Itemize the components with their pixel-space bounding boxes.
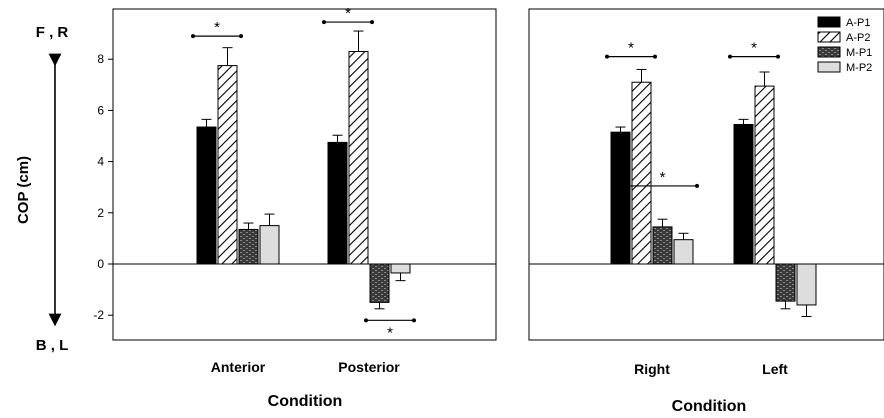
y-tick-label: 6 (97, 103, 104, 117)
significance-star: * (660, 169, 666, 186)
category-label-left: Left (762, 361, 788, 377)
category-label-anterior: Anterior (211, 359, 266, 375)
bracket-end (605, 54, 609, 59)
bar-m-p2-right (673, 239, 694, 265)
y-axis-label: COP (cm) (15, 156, 32, 224)
legend: A-P1 A-P2 M-P1 M-P2 (817, 16, 872, 74)
bar-m-p1-right (652, 226, 673, 265)
bar-m-p1-left (775, 263, 796, 302)
top-direction-marker: F , R (36, 24, 69, 41)
bar-m-p1-anterior (238, 228, 259, 265)
bracket-end (364, 318, 368, 323)
significance-star: * (751, 40, 757, 57)
significance-star: * (214, 19, 220, 36)
bracket-end (695, 183, 699, 188)
bracket-end (239, 34, 243, 39)
bar-m-p1-posterior (369, 263, 390, 303)
bar-m-p2-anterior (259, 225, 280, 265)
bar-a-p2-right (631, 81, 652, 265)
bar-a-p2-anterior (217, 65, 238, 265)
legend-label-m-p2: M-P2 (846, 62, 872, 74)
y-tick-label: 8 (97, 52, 104, 66)
bracket-end (653, 54, 657, 59)
bar-a-p2-posterior (348, 51, 369, 265)
category-label-posterior: Posterior (338, 359, 400, 375)
legend-label-a-p1: A-P1 (846, 17, 870, 29)
bracket-end (370, 20, 374, 25)
bar-m-p2-left (796, 263, 817, 306)
legend-swatch-a-p2 (817, 31, 841, 43)
bar-a-p1-anterior (196, 126, 217, 265)
significance-star: * (345, 5, 351, 22)
significance-star: * (387, 324, 393, 341)
y-tick-label: 4 (97, 155, 104, 169)
legend-swatch-m-p1 (817, 46, 841, 58)
right-panel: * * * Right Left Condition A-P1 A-P2 M-P1 M-P2 (528, 8, 884, 415)
x-axis-label: Condition (672, 398, 747, 415)
bracket-end (728, 54, 732, 59)
bar-a-p2-left (754, 85, 775, 265)
bracket-end (626, 183, 630, 188)
legend-swatch-m-p2 (817, 61, 841, 73)
bracket-end (776, 54, 780, 59)
bar-a-p1-left (733, 123, 754, 265)
x-axis-label: Condition (268, 393, 343, 410)
left-panel: -2 0 2 4 6 8 * * * Anterior Posterior Condition (93, 5, 497, 410)
bar-a-p1-right (610, 131, 631, 265)
y-tick-label: -2 (93, 308, 104, 322)
significance-star: * (628, 40, 634, 57)
legend-label-a-p2: A-P2 (846, 32, 870, 44)
bracket-end (322, 20, 326, 25)
bracket-end (191, 34, 195, 39)
legend-swatch-a-p1 (817, 16, 841, 28)
plot-frame (528, 8, 884, 341)
y-tick-label: 2 (97, 206, 104, 220)
category-label-right: Right (634, 361, 670, 377)
plot-frame (112, 8, 497, 341)
y-tick-label: 0 (97, 257, 104, 271)
legend-label-m-p1: M-P1 (846, 47, 872, 59)
bar-a-p1-posterior (327, 141, 348, 265)
bar-m-p2-posterior (390, 263, 411, 274)
bracket-end (412, 318, 416, 323)
bottom-direction-marker: B , L (36, 337, 69, 354)
